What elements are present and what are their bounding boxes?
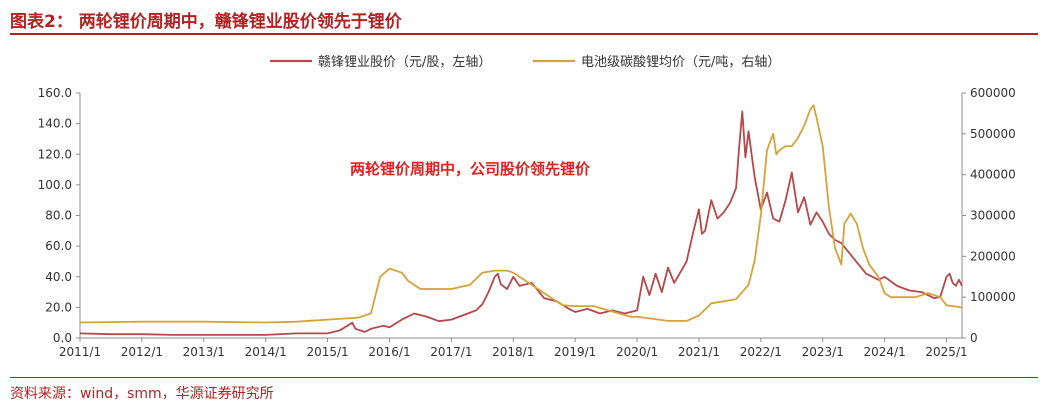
x-tick-label: 2021/1 bbox=[678, 345, 720, 359]
source-note: 资料来源：wind，smm，华源证券研究所 bbox=[10, 386, 274, 402]
y-right-tick-label: 400000 bbox=[970, 168, 1016, 182]
y-left-tick-label: 140.0 bbox=[38, 117, 72, 131]
x-tick-label: 2015/1 bbox=[306, 345, 348, 359]
y-left-tick-label: 20.0 bbox=[45, 300, 72, 314]
x-tick-label: 2019/1 bbox=[554, 345, 596, 359]
chart-annotation: 两轮锂价周期中，公司股价领先锂价 bbox=[350, 160, 591, 178]
y-right-tick-label: 100000 bbox=[970, 290, 1016, 304]
x-tick-label: 2018/1 bbox=[492, 345, 534, 359]
x-tick-label: 2016/1 bbox=[368, 345, 410, 359]
x-tick-label: 2024/1 bbox=[864, 345, 906, 359]
y-right-tick-label: 500000 bbox=[970, 127, 1016, 141]
y-left-tick-label: 0.0 bbox=[53, 331, 72, 345]
y-right-tick-label: 300000 bbox=[970, 209, 1016, 223]
x-tick-label: 2022/1 bbox=[740, 345, 782, 359]
x-tick-label: 2020/1 bbox=[616, 345, 658, 359]
title-rule bbox=[10, 33, 1038, 35]
y-right-tick-label: 600000 bbox=[970, 86, 1016, 100]
x-tick-label: 2013/1 bbox=[183, 345, 225, 359]
axes: 0.0 20.0 40.0 60.0 80.0 100.0 120.0 140.0 160.0 0… bbox=[38, 86, 1016, 359]
y-left-tick-label: 120.0 bbox=[38, 147, 72, 161]
x-tick-label: 2011/1 bbox=[59, 345, 101, 359]
x-tick-label: 2014/1 bbox=[245, 345, 287, 359]
x-tick-label: 2025/1 bbox=[925, 345, 967, 359]
dual-axis-line-chart: 赣锋锂业股价（元/股，左轴） 电池级碳酸锂均价（元/吨，右轴） 0.0 20.0 4… bbox=[38, 55, 1016, 359]
y-left-tick-label: 160.0 bbox=[38, 86, 72, 100]
y-right-tick-label: 200000 bbox=[970, 249, 1016, 263]
source-rule bbox=[10, 377, 1038, 378]
series-line-stock-price bbox=[79, 110, 963, 336]
x-tick-label: 2012/1 bbox=[121, 345, 163, 359]
y-right-tick-label: 0 bbox=[970, 331, 978, 345]
series-line-lithium-carbonate-price bbox=[79, 104, 963, 324]
figure-title: 图表2： 两轮锂价周期中，赣锋锂业股价领先于锂价 bbox=[10, 12, 402, 32]
series-layer bbox=[79, 104, 963, 336]
legend: 赣锋锂业股价（元/股，左轴） 电池级碳酸锂均价（元/吨，右轴） bbox=[270, 55, 780, 70]
y-left-tick-label: 100.0 bbox=[38, 178, 72, 192]
legend-label-stock: 赣锋锂业股价（元/股，左轴） bbox=[318, 55, 491, 70]
y-left-tick-label: 80.0 bbox=[45, 209, 72, 223]
legend-label-lithium: 电池级碳酸锂均价（元/吨，右轴） bbox=[581, 55, 780, 70]
y-left-tick-label: 60.0 bbox=[45, 239, 72, 253]
x-tick-label: 2023/1 bbox=[802, 345, 844, 359]
y-left-tick-label: 40.0 bbox=[45, 270, 72, 284]
x-tick-label: 2017/1 bbox=[430, 345, 472, 359]
